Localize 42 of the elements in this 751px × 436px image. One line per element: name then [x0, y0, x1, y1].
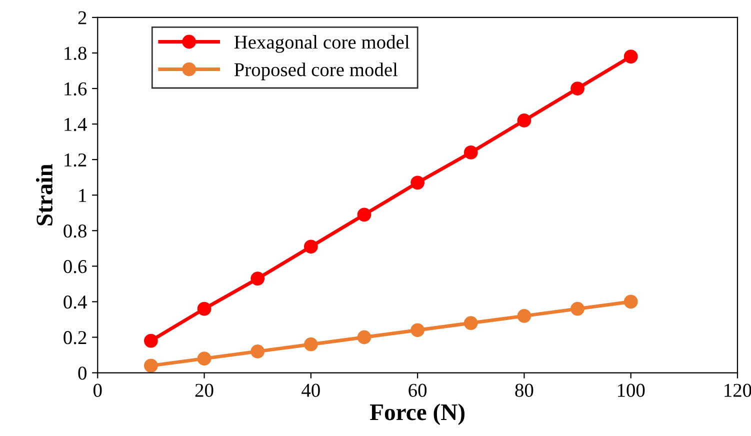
- point: [570, 302, 584, 316]
- point: [304, 240, 318, 254]
- point: [570, 82, 584, 96]
- point: [250, 344, 265, 358]
- legend-label: Hexagonal core model: [234, 35, 410, 53]
- y-tick-label: 0.6: [64, 260, 87, 274]
- point: [357, 330, 372, 344]
- x-tick-label: 100: [618, 384, 645, 397]
- x-tick-label: 60: [408, 384, 427, 397]
- y-tick-label: 1: [79, 189, 86, 202]
- x-tick-label: 0: [94, 384, 102, 397]
- x-axis-title: Force (N): [370, 404, 464, 426]
- point: [410, 176, 424, 190]
- x-tick-label: 40: [302, 384, 320, 397]
- y-tick-label: 1.8: [64, 46, 86, 60]
- y-tick-label: 0.2: [64, 331, 86, 344]
- point: [144, 358, 158, 373]
- x-tick-label: 20: [195, 384, 214, 397]
- point: [197, 302, 212, 316]
- point: [624, 50, 638, 64]
- point: [517, 114, 532, 128]
- y-tick-label: 1.4: [64, 118, 87, 132]
- y-tick-label: 2: [78, 11, 86, 24]
- point: [517, 308, 532, 323]
- y-tick-label: 0: [78, 366, 86, 380]
- y-tick-label: 1.2: [64, 153, 86, 167]
- legend-label: Proposed core model: [234, 62, 398, 80]
- x-tick-label: 120: [724, 384, 751, 397]
- x-tick-label: 80: [515, 384, 534, 397]
- y-tick-label: 0.8: [64, 224, 86, 238]
- point: [144, 334, 158, 348]
- point: [357, 208, 372, 222]
- point: [410, 323, 424, 338]
- point: [250, 272, 265, 286]
- point: [464, 146, 478, 160]
- y-axis-title: Strain: [36, 164, 53, 226]
- point: [304, 337, 318, 352]
- y-tick-label: 1.6: [64, 82, 87, 96]
- y-tick-label: 0.4: [64, 296, 87, 309]
- point: [464, 316, 478, 330]
- point: [197, 352, 212, 366]
- point: [624, 294, 638, 309]
